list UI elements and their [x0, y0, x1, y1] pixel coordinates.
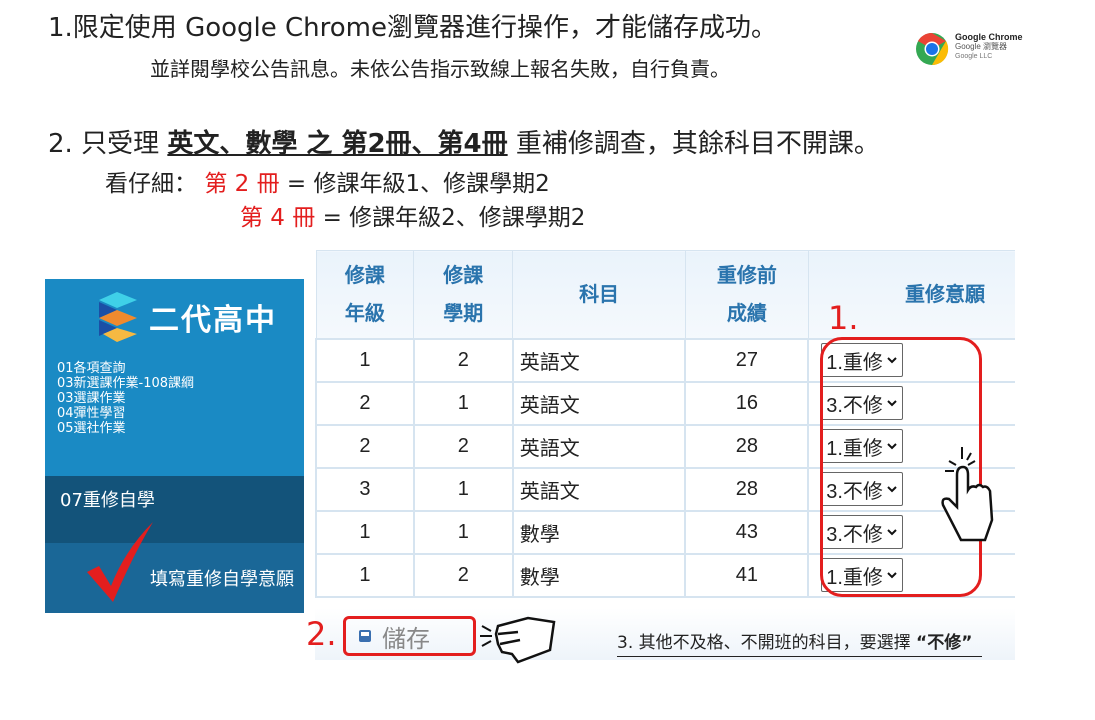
note-text: 3. 其他不及格、不開班的科目，要選擇 [617, 633, 917, 653]
choice-highlight-ring [820, 337, 982, 597]
select-value: 1.重修 [826, 437, 883, 460]
notice-announcement: 並詳閱學校公告訊息。未依公告指示致線上報名失敗，自行負責。 [150, 57, 730, 81]
notice-subjects: 2. 只受理 英文、數學 之 第2冊、第4冊 重補修調查，其餘科目不開課。 [48, 128, 880, 160]
sidebar-item-retake-form[interactable]: 填寫重修自學意願 [45, 543, 304, 613]
cell-score: 41 [684, 552, 810, 598]
checkmark-icon [87, 522, 153, 602]
cell-term: 1 [412, 380, 514, 426]
cell-term: 1 [412, 466, 514, 512]
sidebar-item-query[interactable]: 01各項查詢 [57, 361, 126, 376]
cell-subject: 英語文 [511, 466, 687, 512]
header-term-text: 修課 學期 [443, 263, 484, 326]
chrome-badge: Google Chrome Google 瀏覽器 Google LLC [915, 30, 1035, 70]
hint-vol2-label: 第 2 冊 [204, 171, 280, 197]
hint-vol2: 看仔細： 第 2 冊 = 修課年級1、修課學期2 [105, 170, 550, 198]
hint-vol4-label: 第 4 冊 [240, 205, 316, 231]
cell-grade: 1 [315, 552, 415, 598]
cell-grade: 2 [315, 423, 415, 469]
chevron-down-icon [887, 400, 897, 407]
table-row: 2 2 英語文 28 1.重修 [315, 423, 1015, 469]
chrome-name: Google Chrome [955, 32, 1023, 42]
header-choice: 重修意願 [807, 250, 1015, 339]
header-score: 重修前 成績 [684, 250, 809, 339]
header-subject-text: 科目 [579, 282, 620, 307]
cell-subject: 數學 [511, 509, 687, 555]
sidebar-menu: 01各項查詢 03新選課作業-108課綱 03選課作業 04彈性學習 05選社作… [57, 361, 194, 436]
cell-score: 16 [684, 380, 810, 426]
header-grade: 修課 年級 [315, 250, 415, 339]
floppy-icon [359, 630, 371, 642]
cell-subject: 英語文 [511, 337, 687, 383]
chevron-down-icon [887, 572, 897, 579]
select-value: 3.不修 [826, 480, 883, 503]
chevron-down-icon [887, 486, 897, 493]
notice-chrome-only: 1.限定使用 Google Chrome瀏覽器進行操作，才能儲存成功。 [48, 13, 778, 43]
save-label: 儲存 [382, 624, 430, 653]
hint-vol4-desc: = 修課年級2、修課學期2 [315, 205, 586, 231]
table-row: 2 1 英語文 16 3.不修 [315, 380, 1015, 426]
header-grade-text: 修課 年級 [344, 263, 385, 326]
cell-score: 28 [684, 466, 810, 512]
cell-subject: 英語文 [511, 380, 687, 426]
chrome-subtitle: Google 瀏覽器 [955, 42, 1008, 51]
sidebar-item-new-course[interactable]: 03新選課作業-108課綱 [57, 376, 195, 391]
school-logo: 二代高中 [95, 289, 277, 344]
sidebar-item-club[interactable]: 05選社作業 [57, 421, 126, 436]
hint-label: 看仔細： [105, 171, 197, 197]
cell-term: 2 [412, 552, 514, 598]
step2-label: 2. [306, 615, 337, 653]
select-value: 3.不修 [826, 523, 883, 546]
header-term: 修課 學期 [413, 250, 514, 339]
hint-vol2-desc: = 修課年級1、修課學期2 [279, 171, 550, 197]
hint-vol4: 第 4 冊 = 修課年級2、修課學期2 [240, 204, 585, 232]
cell-score: 28 [684, 423, 810, 469]
chevron-down-icon [887, 529, 897, 536]
cell-grade: 1 [315, 509, 415, 555]
cell-score: 27 [684, 337, 810, 383]
chrome-logo-icon [916, 32, 949, 66]
logo-icon [99, 291, 137, 342]
note-failing-subjects: 3. 其他不及格、不開班的科目，要選擇 “不修” [617, 632, 983, 657]
notice-suffix: 重補修調查，其餘科目不開課。 [507, 129, 880, 159]
cell-term: 2 [412, 337, 514, 383]
step1-label: 1. [828, 299, 859, 337]
cell-grade: 3 [315, 466, 415, 512]
sidebar: 二代高中 01各項查詢 03新選課作業-108課綱 03選課作業 04彈性學習 … [45, 279, 304, 613]
cell-score: 43 [684, 509, 810, 555]
cell-subject: 數學 [511, 552, 687, 598]
note-emphasis: “不修” [916, 633, 973, 653]
sidebar-section-retake[interactable]: 07重修自學 [45, 476, 304, 543]
select-value: 3.不修 [826, 394, 883, 417]
cell-term: 2 [412, 423, 514, 469]
header-score-text: 重修前 成績 [716, 263, 777, 326]
cell-subject: 英語文 [511, 423, 687, 469]
cell-term: 1 [412, 509, 514, 555]
retake-choice-select[interactable]: 3.不修 [821, 515, 903, 549]
cell-grade: 1 [315, 337, 415, 383]
header-subject: 科目 [512, 250, 686, 339]
retake-table: 修課 年級 修課 學期 科目 重修前 成績 重修意願 1 2 英語文 27 1.… [315, 250, 1015, 598]
chevron-down-icon [887, 443, 897, 450]
logo-text: 二代高中 [149, 302, 277, 338]
sidebar-item-course[interactable]: 03選課作業 [57, 391, 126, 406]
sidebar-item-flexible[interactable]: 04彈性學習 [57, 406, 126, 421]
retake-choice-select[interactable]: 3.不修 [821, 386, 903, 420]
pointing-hand-icon [941, 447, 994, 542]
chevron-down-icon [887, 357, 897, 364]
pointing-hand-left-icon [480, 616, 556, 664]
chrome-publisher: Google LLC [955, 53, 993, 60]
notice-emphasis: 英文、數學 之 第2冊、第4冊 [167, 129, 508, 159]
header-choice-text: 重修意願 [905, 282, 985, 307]
cell-grade: 2 [315, 380, 415, 426]
save-button[interactable]: 儲存 [343, 616, 476, 656]
table-row: 1 2 英語文 27 1.重修 [315, 337, 1015, 383]
retake-choice-select[interactable]: 3.不修 [821, 472, 903, 506]
notice-prefix: 2. 只受理 [48, 129, 168, 159]
